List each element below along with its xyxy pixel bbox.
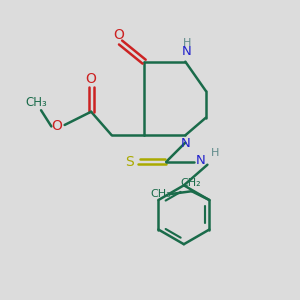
Text: CH₃: CH₃ bbox=[26, 96, 47, 110]
Text: H: H bbox=[183, 38, 191, 47]
Text: N: N bbox=[181, 137, 190, 150]
Text: H: H bbox=[211, 148, 219, 158]
Text: O: O bbox=[51, 119, 62, 134]
Text: N: N bbox=[182, 45, 192, 58]
Text: O: O bbox=[114, 28, 124, 42]
Text: S: S bbox=[126, 155, 134, 169]
Text: N: N bbox=[196, 154, 206, 167]
Text: O: O bbox=[86, 72, 97, 86]
Text: CH₂: CH₂ bbox=[181, 178, 201, 188]
Text: CH₃: CH₃ bbox=[150, 189, 171, 199]
